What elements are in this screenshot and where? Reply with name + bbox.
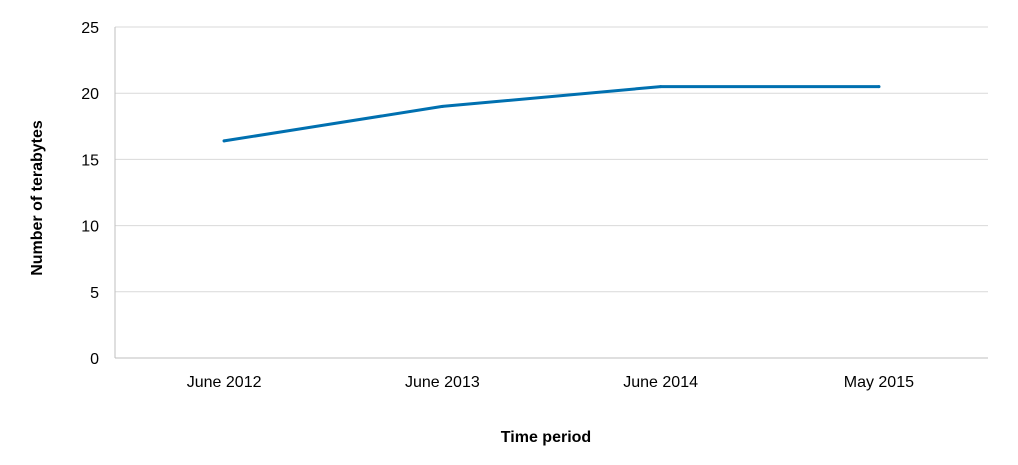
x-tick-label: June 2012	[187, 374, 262, 391]
x-tick-label: May 2015	[844, 374, 914, 391]
x-tick-labels: June 2012 June 2013 June 2014 May 2015	[187, 374, 914, 391]
y-tick-label: 25	[81, 20, 99, 37]
y-tick-label: 10	[81, 219, 99, 236]
x-tick-label: June 2014	[623, 374, 698, 391]
y-tick-label: 5	[90, 285, 99, 302]
y-tick-labels: 0 5 10 15 20 25	[81, 20, 99, 368]
y-tick-label: 20	[81, 86, 99, 103]
series-layer	[222, 85, 881, 143]
x-tick-label: June 2013	[405, 374, 480, 391]
y-tick-label: 0	[90, 351, 99, 368]
series-line	[222, 85, 881, 143]
x-axis-title: Time period	[501, 429, 591, 446]
y-tick-label: 15	[81, 152, 99, 169]
data-point	[877, 85, 881, 89]
data-point	[440, 104, 444, 108]
data-point	[222, 139, 226, 143]
y-axis-title: Number of terabytes	[29, 120, 46, 276]
data-point	[659, 85, 663, 89]
grid-lines	[114, 26, 988, 359]
